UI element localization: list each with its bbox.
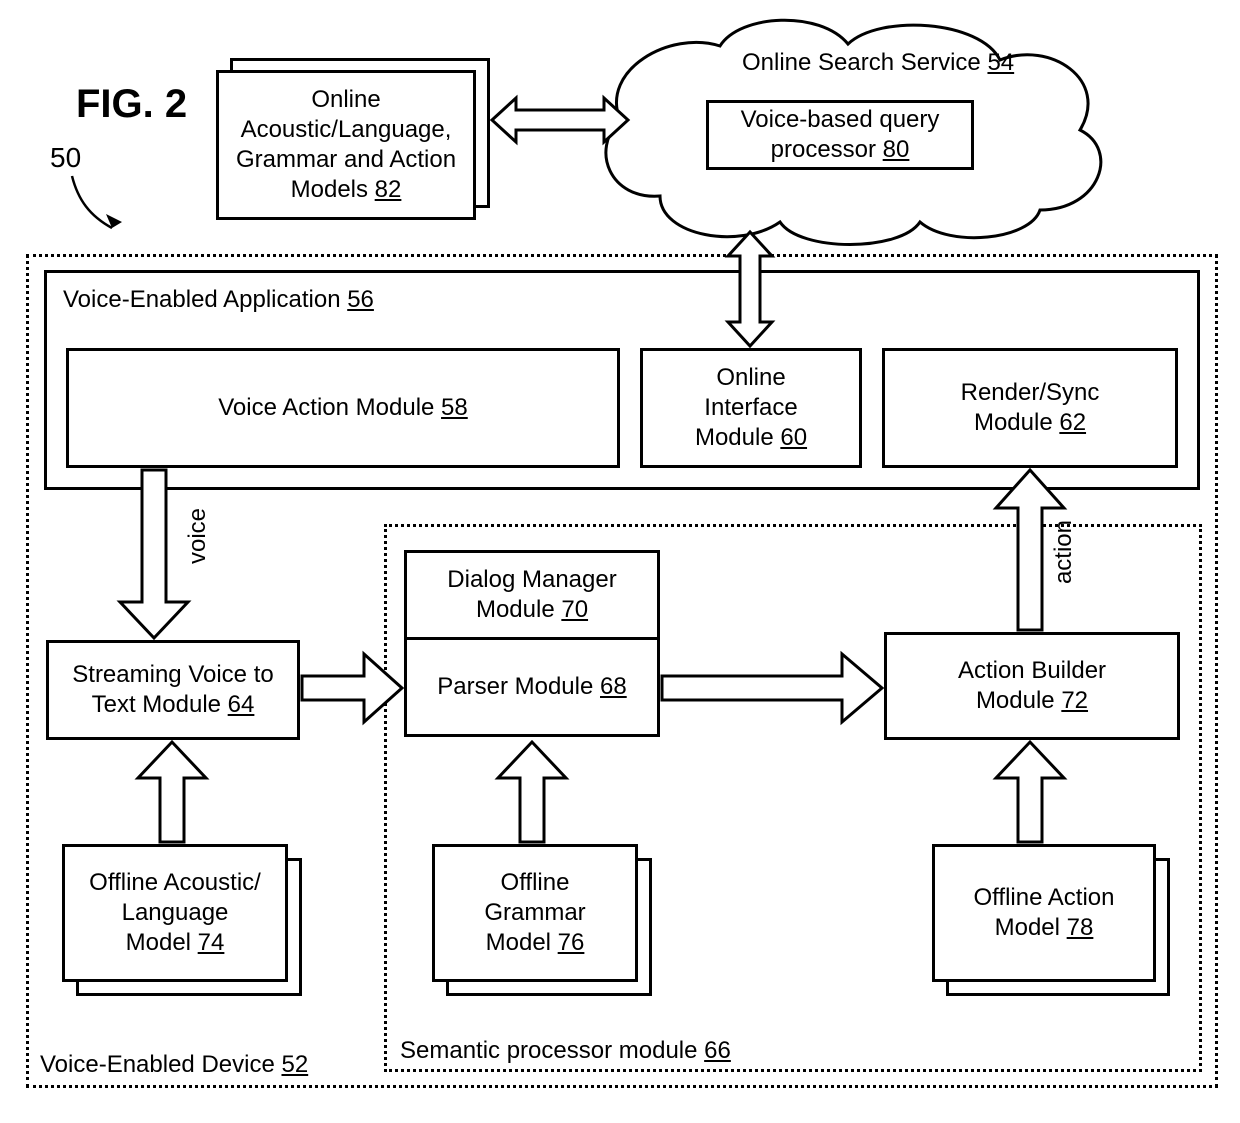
cloud-title-top: Online Search Service 54 xyxy=(742,48,1014,78)
action-builder-72-text: Action Builder Module 72 xyxy=(958,656,1106,716)
online-interface-60-box: Online Interface Module 60 xyxy=(640,348,862,468)
parser-68-box: Parser Module 68 xyxy=(404,637,660,737)
offline-acoustic-74-text: Offline Acoustic/ Language Model 74 xyxy=(89,868,261,958)
diagram-stage: FIG. 2 50 Online Acoustic/Language, Gram… xyxy=(0,0,1240,1123)
offline-grammar-76-text: Offline Grammar Model 76 xyxy=(484,868,585,958)
app-56-title: Voice-Enabled Application 56 xyxy=(63,285,374,315)
arrow-models-cloud xyxy=(492,98,628,142)
offline-acoustic-74-box: Offline Acoustic/ Language Model 74 xyxy=(62,844,288,982)
ref-50-arc xyxy=(72,176,112,228)
render-sync-62-box: Render/Sync Module 62 xyxy=(882,348,1178,468)
semantic-66-label: Semantic processor module 66 xyxy=(400,1036,731,1066)
query-processor-80-box-top: Voice-based query processor 80 xyxy=(706,100,974,170)
figure-title: FIG. 2 xyxy=(76,82,187,127)
offline-grammar-76-box: Offline Grammar Model 76 xyxy=(432,844,638,982)
render-sync-62-text: Render/Sync Module 62 xyxy=(961,378,1100,438)
stt-64-text: Streaming Voice to Text Module 64 xyxy=(72,660,273,720)
figure-ref: 50 xyxy=(50,140,81,175)
edge-parsed-text-label: parsed text xyxy=(694,670,813,700)
edge-action-label: action xyxy=(1050,520,1078,584)
voice-action-58-text: Voice Action Module 58 xyxy=(218,393,468,423)
offline-action-78-box: Offline Action Model 78 xyxy=(932,844,1156,982)
action-builder-72-box: Action Builder Module 72 xyxy=(884,632,1180,740)
ref-50-arrowhead xyxy=(106,214,122,228)
edge-text-label: text xyxy=(312,670,351,700)
edge-voice-label: voice xyxy=(184,508,212,564)
offline-action-78-text: Offline Action Model 78 xyxy=(974,883,1115,943)
models-82-box: Online Acoustic/Language, Grammar and Ac… xyxy=(216,70,476,220)
device-52-label: Voice-Enabled Device 52 xyxy=(40,1050,308,1080)
voice-action-58-box: Voice Action Module 58 xyxy=(66,348,620,468)
online-interface-60-text: Online Interface Module 60 xyxy=(695,363,807,453)
dialog-70-box: Dialog Manager Module 70 xyxy=(404,550,660,640)
dialog-70-text: Dialog Manager Module 70 xyxy=(447,565,616,625)
models-82-text: Online Acoustic/Language, Grammar and Ac… xyxy=(236,85,456,205)
parser-68-text: Parser Module 68 xyxy=(437,672,626,702)
query-processor-80-text-top: Voice-based query processor 80 xyxy=(715,105,965,165)
stt-64-box: Streaming Voice to Text Module 64 xyxy=(46,640,300,740)
